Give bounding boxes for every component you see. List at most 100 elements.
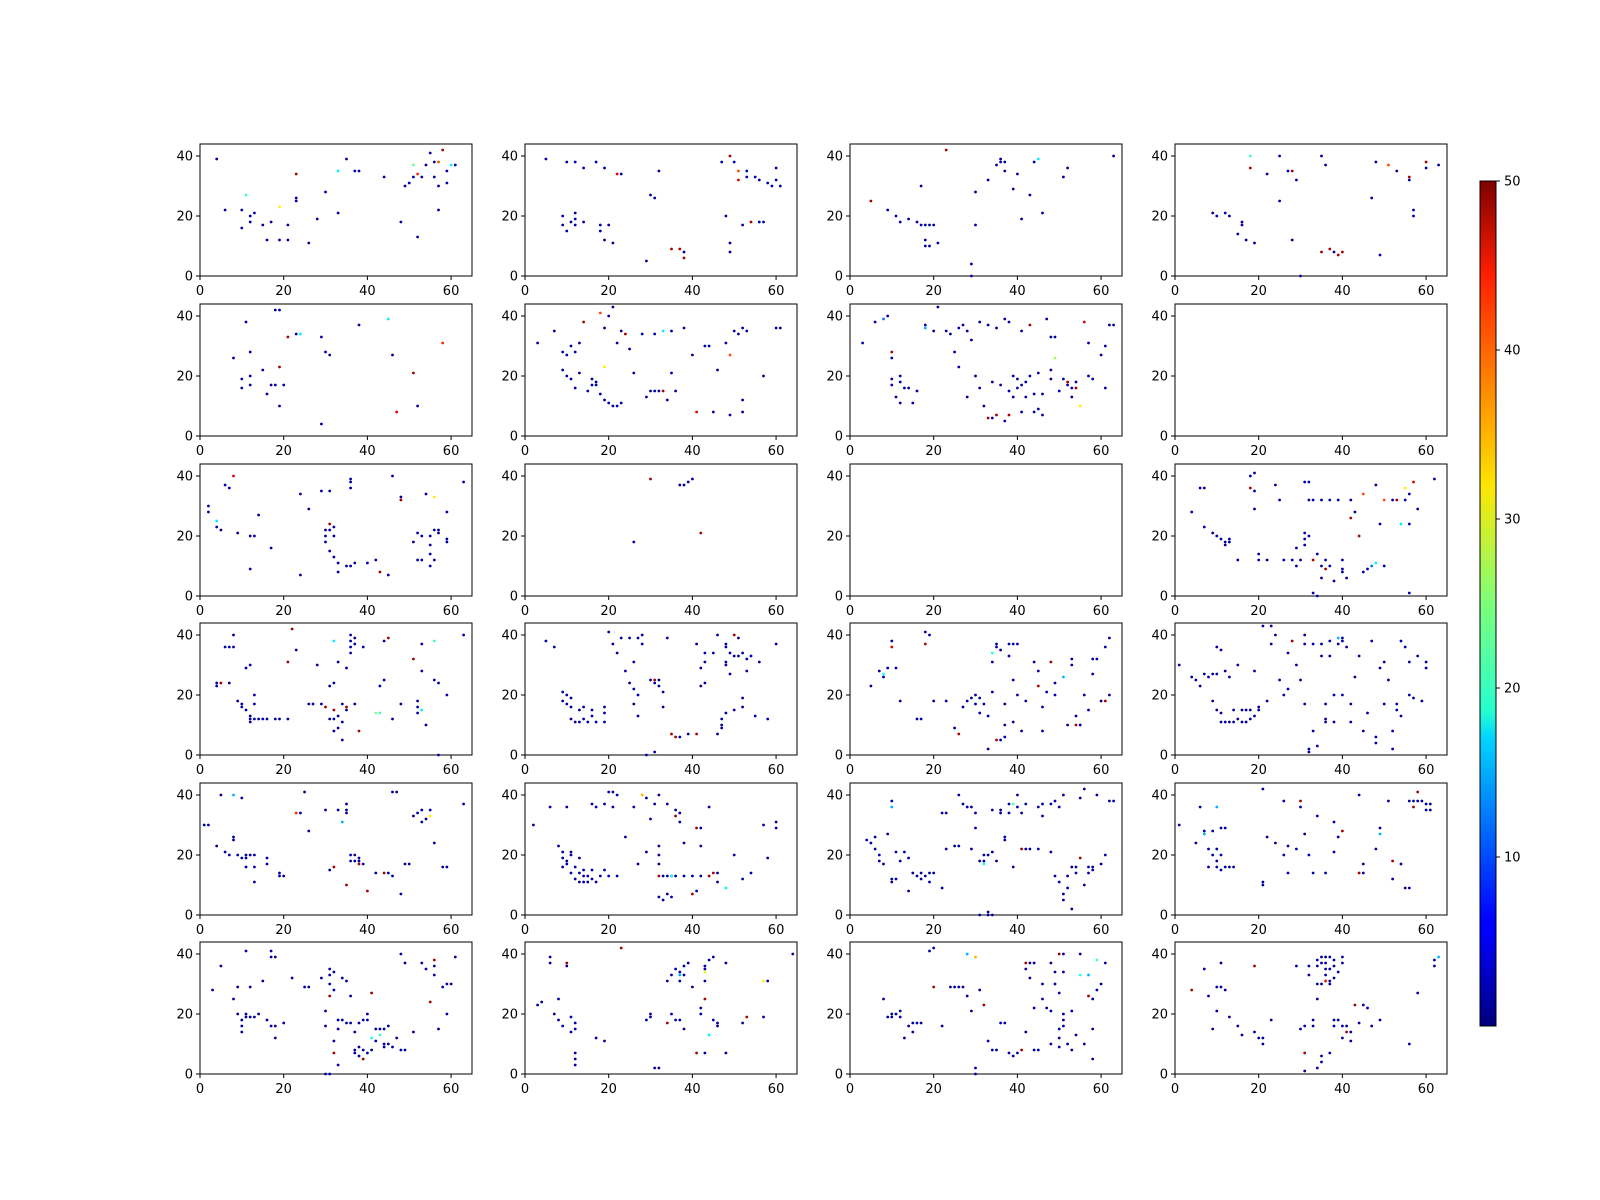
scatter-point xyxy=(678,970,682,974)
scatter-point xyxy=(1219,961,1223,965)
scatter-point xyxy=(299,492,302,496)
scatter-point xyxy=(1332,964,1336,968)
scatter-point xyxy=(307,829,311,833)
scatter-point xyxy=(1424,166,1428,170)
scatter-point xyxy=(215,519,219,523)
scatter-point xyxy=(1049,377,1053,381)
scatter-point xyxy=(1070,386,1074,390)
scatter-point xyxy=(1032,160,1036,164)
x-tick-label: 0 xyxy=(196,284,204,299)
scatter-point xyxy=(445,1012,449,1016)
scatter-point xyxy=(657,895,661,899)
scatter-point xyxy=(582,705,585,709)
x-tick-label: 0 xyxy=(1171,763,1179,778)
scatter-point xyxy=(437,681,440,685)
scatter-point xyxy=(382,678,386,682)
scatter-point xyxy=(762,1015,765,1019)
scatter-point xyxy=(674,735,677,739)
scatter-point xyxy=(699,666,703,670)
scatter-point xyxy=(745,669,749,673)
scatter-point xyxy=(1265,699,1269,703)
scatter-point xyxy=(1336,636,1340,640)
panel-frame xyxy=(199,463,473,597)
scatter-point xyxy=(1244,708,1248,712)
scatter-point xyxy=(578,880,581,884)
scatter-point xyxy=(437,531,440,535)
scatter-point xyxy=(970,805,973,809)
scatter-point xyxy=(1303,1024,1307,1028)
scatter-point xyxy=(1219,826,1223,830)
scatter-point xyxy=(382,1042,386,1046)
scatter-point xyxy=(1211,672,1215,676)
scatter-point xyxy=(1177,663,1181,667)
y-tick-label: 0 xyxy=(835,1068,843,1083)
scatter-point xyxy=(1320,654,1323,658)
scatter-point xyxy=(378,570,382,574)
scatter-point xyxy=(1370,639,1374,643)
scatter-point xyxy=(578,720,581,724)
scatter-point xyxy=(1374,483,1378,487)
scatter-point xyxy=(1349,702,1353,706)
scatter-point xyxy=(437,208,440,212)
scatter-point xyxy=(1366,567,1369,571)
scatter-point xyxy=(907,217,910,221)
x-tick-label: 40 xyxy=(684,763,701,778)
scatter-point xyxy=(416,699,419,703)
scatter-point xyxy=(1202,967,1206,971)
scatter-point xyxy=(1020,847,1023,851)
scatter-point xyxy=(378,684,382,688)
scatter-point xyxy=(428,564,432,568)
x-tick-label: 40 xyxy=(684,444,701,459)
scatter-point xyxy=(907,1024,910,1028)
scatter-point xyxy=(766,979,770,983)
scatter-point xyxy=(1036,684,1040,688)
scatter-point xyxy=(665,979,669,983)
scatter-point xyxy=(657,874,661,878)
scatter-point xyxy=(861,341,864,345)
scatter-point xyxy=(590,802,594,806)
y-tick-label: 40 xyxy=(1151,629,1168,644)
scatter-point xyxy=(1003,419,1007,423)
panel-frame xyxy=(524,463,798,597)
scatter-point xyxy=(340,720,344,724)
scatter-point xyxy=(703,997,707,1001)
scatter-point xyxy=(603,1039,606,1043)
scatter-point xyxy=(915,1021,919,1025)
scatter-point xyxy=(557,844,560,848)
scatter-point xyxy=(1202,829,1206,833)
scatter-point xyxy=(1311,871,1315,875)
scatter-point xyxy=(391,717,394,721)
scatter-point xyxy=(1003,838,1007,842)
scatter-point xyxy=(1320,642,1323,646)
scatter-point xyxy=(691,353,694,357)
scatter-point xyxy=(1103,645,1107,649)
y-tick-label: 20 xyxy=(1151,370,1168,385)
scatter-point xyxy=(244,853,248,857)
x-tick-label: 40 xyxy=(359,923,376,938)
y-tick-label: 40 xyxy=(826,470,843,485)
scatter-point xyxy=(1391,877,1394,881)
scatter-point xyxy=(1248,708,1252,712)
scatter-point xyxy=(1219,985,1223,989)
scatter-point xyxy=(1315,552,1319,556)
scatter-point xyxy=(1011,642,1015,646)
scatter-point xyxy=(1016,172,1019,176)
y-tick-label: 0 xyxy=(835,909,843,924)
panel-frame xyxy=(849,143,1123,277)
scatter-point xyxy=(636,693,640,697)
scatter-point xyxy=(299,573,302,577)
scatter-point xyxy=(1207,865,1210,869)
scatter-point xyxy=(432,495,436,499)
scatter-point xyxy=(1095,657,1099,661)
scatter-point xyxy=(741,705,744,709)
scatter-point xyxy=(1007,320,1011,324)
scatter-point xyxy=(1108,323,1111,327)
scatter-point xyxy=(632,687,636,691)
x-tick-label: 20 xyxy=(925,1082,942,1097)
scatter-point xyxy=(407,862,411,866)
scatter-point xyxy=(248,374,252,378)
scatter-point xyxy=(1198,805,1202,809)
scatter-point xyxy=(1244,720,1248,724)
x-tick-label: 20 xyxy=(600,444,617,459)
